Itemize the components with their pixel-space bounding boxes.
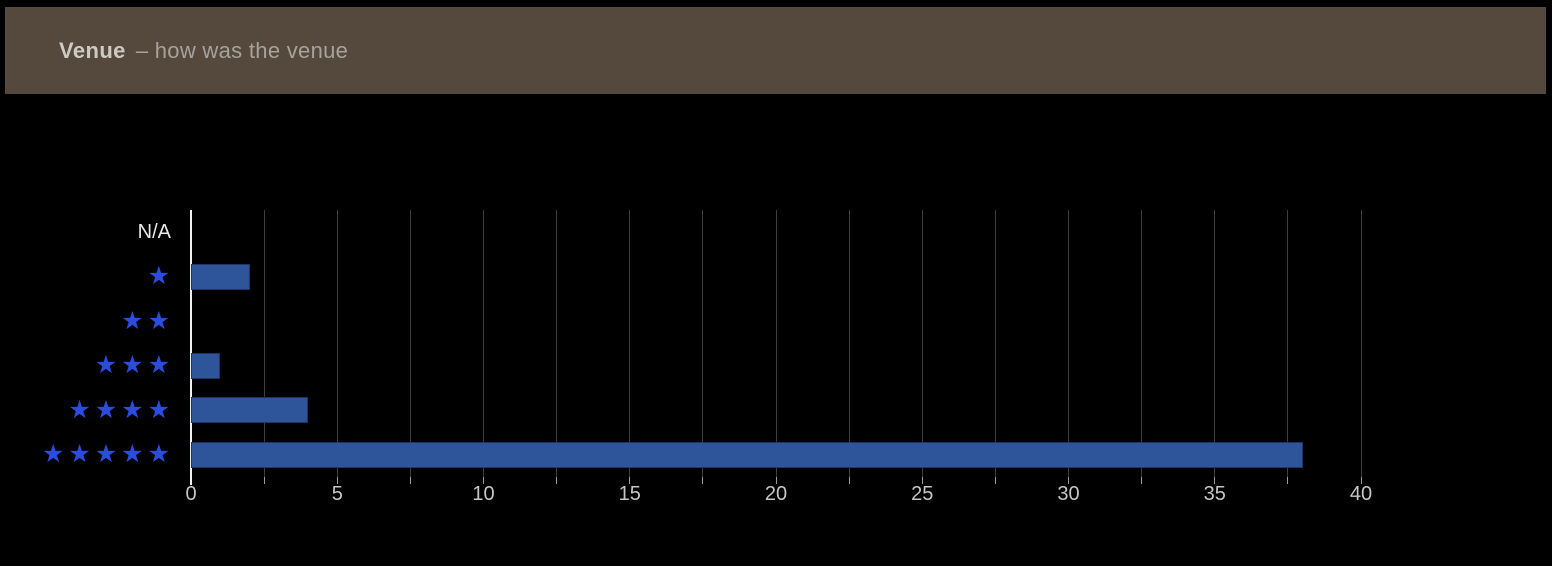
x-tick-label: 40 [1349,483,1373,505]
axis-tick [994,477,996,484]
chart-row: ★★ [0,299,1361,344]
axis-tick [1360,477,1362,484]
axis-tick [848,477,850,484]
axis-tick [1287,477,1289,484]
gridline [483,210,484,477]
x-tick-label: 10 [472,483,495,505]
gridline [409,210,411,477]
bar-area [191,255,1361,300]
chart-row: ★★★★ [0,388,1361,433]
header-bar: Venue – how was the venue [5,7,1546,94]
rows: N/A ★ ★★ ★★★ ★★★★ ★★★★★ [0,210,1361,477]
bar-area [191,344,1361,389]
axis-tick [336,477,338,484]
x-tick-label: 25 [911,483,934,505]
star-rating-5: ★★★★★ [41,440,174,469]
axis-tick [263,477,265,484]
bar-5-stars [191,441,1303,468]
y-axis-line [190,210,192,485]
gridline [921,210,923,477]
x-tick-label: 5 [331,483,343,505]
star-rating-4: ★★★★ [68,395,174,424]
gridline [336,210,338,477]
bar-1-star [191,263,250,290]
axis-tick [921,477,923,484]
category-label-na: N/A [137,221,171,244]
plot-area: 0 5 10 15 20 25 30 35 40 [185,210,1372,505]
gridline [1287,210,1289,477]
axis-tick [1141,477,1143,484]
chart-row: ★★★★★ [0,433,1361,478]
gridline [775,210,777,477]
x-tick-label: 0 [185,483,197,505]
header-subtitle: – how was the venue [135,37,349,63]
bar-area [191,210,1361,255]
chart-row: ★★★ [0,344,1361,389]
gridline [629,210,631,477]
star-rating-1: ★ [147,262,174,291]
chart-row: N/A [0,210,1361,255]
axis-tick [1068,477,1069,484]
gridline [1141,210,1143,477]
axis-tick [556,477,558,484]
gridline [1214,210,1216,477]
axis-tick [775,477,777,484]
gridline [994,210,996,477]
bar-area [191,433,1361,478]
gridline [556,210,558,477]
axis-tick [409,477,411,484]
gridline [702,210,704,477]
bar-4-stars [191,397,308,424]
bar-area [191,299,1361,344]
star-rating-2: ★★ [121,306,174,335]
gridline [263,210,265,477]
x-tick-label: 35 [1203,483,1226,505]
axis-tick [629,477,631,484]
x-tick-label: 30 [1057,483,1080,505]
gridline [848,210,850,477]
bar-3-stars [191,352,221,379]
x-tick-label: 15 [618,483,641,505]
axis-tick [1214,477,1216,484]
gridline [1068,210,1069,477]
header-title: Venue [59,37,126,63]
star-rating-3: ★★★ [94,351,174,380]
chart-row: ★ [0,255,1361,300]
gridline [1360,210,1362,477]
axis-tick [702,477,704,484]
axis-tick [483,477,484,484]
x-tick-label: 20 [764,483,788,505]
bar-area [191,388,1361,433]
